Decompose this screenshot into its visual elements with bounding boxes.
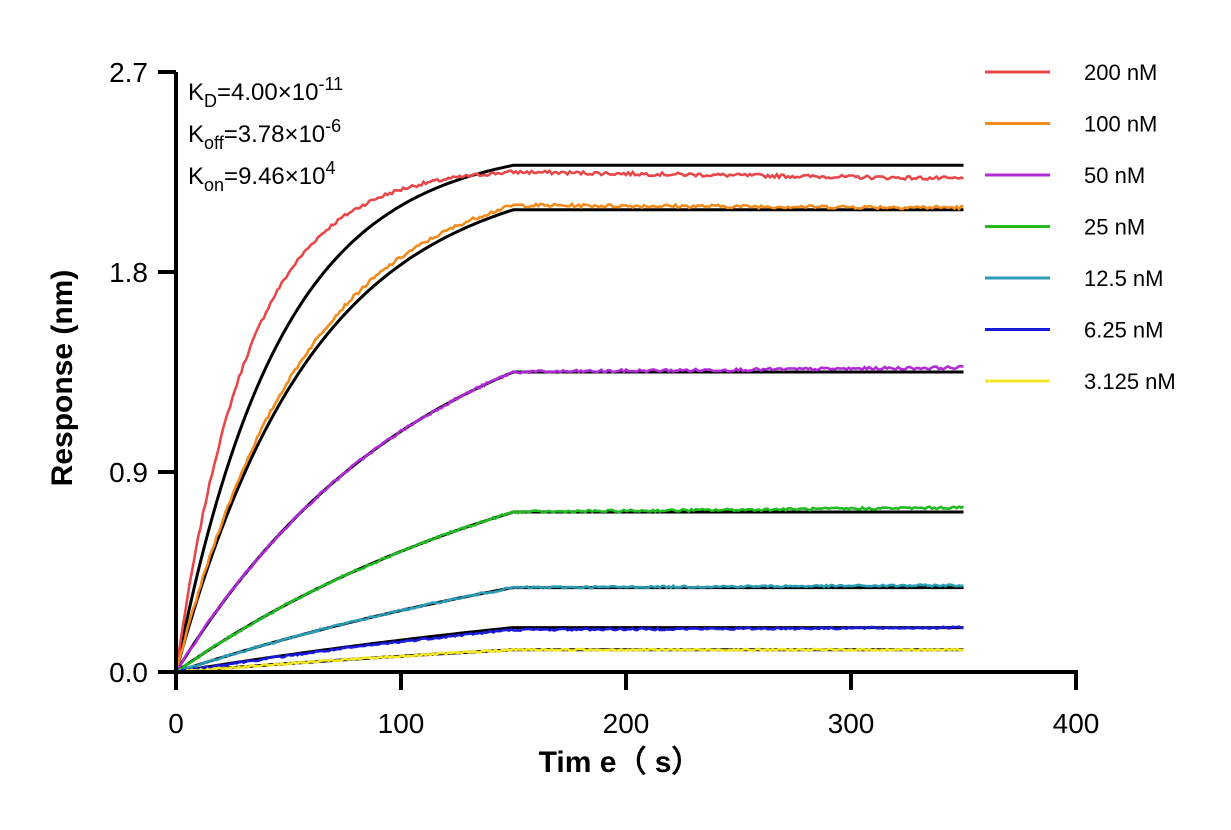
y-ticks: 0.0 0.9 1.8 2.7 bbox=[109, 57, 176, 688]
series-line bbox=[175, 583, 964, 674]
kinetic-constant-sup: -11 bbox=[318, 74, 343, 94]
legend-label: 50 nM bbox=[1084, 163, 1145, 188]
y-tick-label: 0.0 bbox=[109, 657, 148, 688]
legend-label: 100 nM bbox=[1084, 112, 1157, 137]
series-line bbox=[174, 201, 964, 673]
x-tick-label: 400 bbox=[1053, 708, 1100, 739]
y-tick-label: 1.8 bbox=[109, 257, 148, 288]
x-tick-label: 200 bbox=[603, 708, 650, 739]
kinetic-constant-label: Koff=3.78×10-6 bbox=[188, 116, 341, 153]
kinetic-constant-sub: on bbox=[204, 175, 224, 195]
kinetic-constant-label: KD=4.00×10-11 bbox=[188, 74, 343, 111]
kinetic-constant-rest: =4.00×10 bbox=[217, 79, 318, 106]
legend-label: 12.5 nM bbox=[1084, 266, 1164, 291]
series-line bbox=[175, 505, 965, 674]
fit-curve bbox=[174, 208, 964, 673]
y-axis-title: Response (nm) bbox=[46, 270, 79, 487]
kinetic-constant-sub: D bbox=[204, 91, 217, 111]
kinetic-constant-main: K bbox=[188, 79, 204, 106]
y-tick-label: 0.9 bbox=[109, 457, 148, 488]
series-line bbox=[174, 364, 964, 673]
series-line bbox=[175, 625, 964, 674]
data-series bbox=[174, 168, 965, 674]
x-tick-label: 100 bbox=[378, 708, 425, 739]
x-ticks: 0 100 200 300 400 bbox=[168, 672, 1099, 739]
kinetic-constant-main: K bbox=[188, 163, 204, 190]
kinetic-constant-sup: 4 bbox=[325, 158, 335, 178]
legend-label: 25 nM bbox=[1084, 215, 1145, 240]
kinetic-constant-main: K bbox=[188, 121, 204, 148]
x-tick-label: 300 bbox=[828, 708, 875, 739]
kinetic-constant-sub: off bbox=[204, 133, 225, 153]
fit-curve bbox=[175, 510, 964, 674]
series-line bbox=[175, 647, 964, 674]
legend-label: 200 nM bbox=[1084, 60, 1157, 85]
kinetic-constant-rest: =3.78×10 bbox=[224, 121, 325, 148]
x-tick-label: 0 bbox=[168, 708, 184, 739]
x-axis-title: Tim e（ s） bbox=[539, 745, 702, 779]
kinetic-constant-sup: -6 bbox=[325, 116, 341, 136]
legend: 200 nM 100 nM 50 nM 25 nM 12.5 nM 6.25 nM 3.12… bbox=[985, 60, 1176, 394]
kinetic-constant-rest: =9.46×10 bbox=[224, 163, 325, 190]
fit-curve bbox=[174, 163, 964, 673]
fit-curves bbox=[174, 163, 964, 674]
y-tick-label: 2.7 bbox=[109, 57, 148, 88]
kinetic-constant-label: Kon=9.46×104 bbox=[188, 158, 336, 195]
legend-label: 3.125 nM bbox=[1084, 369, 1176, 394]
legend-label: 6.25 nM bbox=[1084, 318, 1164, 343]
series-line bbox=[174, 168, 965, 673]
